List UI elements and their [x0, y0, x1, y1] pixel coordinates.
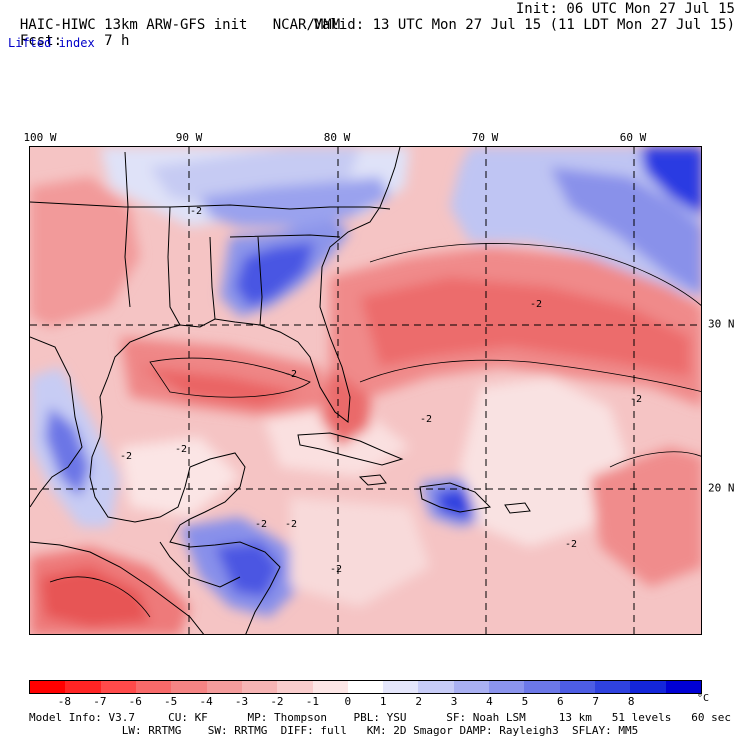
puerto-rico-outline: [504, 502, 531, 514]
contour-label: -2: [420, 414, 432, 425]
contours: [49, 243, 701, 618]
fcst-value: 7 h: [104, 33, 130, 49]
colorbar-cell: [241, 681, 278, 693]
contour-south: [359, 359, 701, 392]
model-info-line2: LW: RRTMG SW: RRTMG DIFF: full KM: 2D Sm…: [29, 724, 639, 737]
contour-label: -2: [255, 519, 267, 530]
colorbar-cell: [347, 681, 384, 693]
colorbar-cell: [100, 681, 136, 693]
contour-label: -2: [120, 451, 132, 462]
jamaica-outline: [358, 474, 387, 486]
colorbar-tick-label: 4: [486, 695, 493, 708]
contour-gulf: [149, 357, 311, 398]
colorbar-cell: [277, 681, 313, 693]
colorbar-cell: [171, 681, 207, 693]
contour-pacific: [49, 576, 151, 618]
state-border-louisiana: [167, 206, 181, 326]
colorbar-tick-label: -5: [164, 695, 178, 708]
colorbar-cell: [453, 681, 490, 693]
colorbar-cell: [595, 681, 631, 693]
lifted-index-map: -2 -2 -2 -2 -2 -2 -2 -2 -2 -2 -2: [29, 146, 702, 635]
contour-label: -2: [285, 369, 297, 380]
contour-label: -2: [530, 299, 542, 310]
lon-label-80w: 80 W: [323, 131, 351, 144]
colorbar-tick-label: 0: [344, 695, 352, 708]
lat-lon-grid: [30, 147, 701, 634]
colorbar: [29, 680, 702, 694]
colorbar-cell: [559, 681, 595, 693]
contour-east: [609, 451, 701, 468]
colorbar-tick-label: 3: [450, 695, 458, 708]
lon-label-90w: 90 W: [175, 131, 203, 144]
contour-label: -2: [190, 206, 202, 217]
colorbar-tick-label: 7: [592, 695, 600, 708]
state-border-texas: [124, 151, 131, 308]
coastlines: [30, 147, 531, 634]
colorbar-cell: [135, 681, 172, 693]
model-title: HAIC-HIWC 13km ARW-GFS init: [19, 17, 248, 33]
lon-label-60w: 60 W: [619, 131, 647, 144]
map-canvas: -2 -2 -2 -2 -2 -2 -2 -2 -2 -2 -2: [30, 147, 701, 634]
colorbar-cell: [383, 681, 419, 693]
colorbar-cell: [65, 681, 101, 693]
colorbar-cell: [418, 681, 454, 693]
colorbar-tick-label: -2: [270, 695, 284, 708]
colorbar-tick-label: 1: [379, 695, 387, 708]
init-time: Init: 06 UTC Mon 27 Jul 15: [515, 1, 735, 17]
baja-coast: [30, 336, 83, 508]
colorbar-unit: °C: [697, 693, 710, 704]
hispaniola-outline: [419, 482, 492, 513]
cuba-outline: [297, 432, 404, 466]
valid-time: Valid: 13 UTC Mon 27 Jul 15 (11 LDT Mon …: [313, 17, 735, 33]
plot-title: HAIC-HIWC 13km ARW-GFS init NCAR/MMM: [3, 1, 340, 33]
state-border-mississippi: [209, 236, 216, 320]
field-name: Lifted index: [8, 36, 95, 50]
state-border-tn: [229, 234, 341, 238]
colorbar-tick-label: 6: [557, 695, 564, 708]
lon-label-100w: 100 W: [23, 131, 57, 144]
contour-label: -2: [330, 564, 342, 575]
mainland-coast: [89, 147, 401, 634]
colorbar-tick-label: 2: [415, 695, 422, 708]
state-border-alabama: [257, 236, 263, 326]
contour-label: -2: [175, 444, 187, 455]
colorbar-tick-label: -6: [128, 695, 142, 708]
colorbar-tick-label: -7: [93, 695, 107, 708]
contour-north: [369, 243, 701, 306]
forecast-hour: Fcst: 7 h: [3, 17, 130, 49]
colorbar-tick-label: 8: [627, 695, 635, 708]
colorbar-cell: [30, 681, 66, 693]
contour-labels: -2 -2 -2 -2 -2 -2 -2 -2 -2 -2 -2: [120, 206, 642, 575]
field-shading: [30, 147, 701, 634]
lat-label-20n: 20 N: [708, 481, 735, 495]
colorbar-tick-label: -8: [57, 695, 72, 708]
colorbar-cell: [312, 681, 348, 693]
org-label: NCAR/MMM: [272, 17, 341, 33]
colorbar-tick-label: 5: [521, 695, 529, 708]
central-america-border: [159, 541, 241, 588]
contour-label: -2: [565, 539, 577, 550]
fcst-label: Fcst:: [19, 33, 63, 49]
lon-label-70w: 70 W: [471, 131, 499, 144]
colorbar-tick-label: -1: [305, 695, 319, 708]
colorbar-cell: [630, 681, 666, 693]
contour-label: -2: [630, 394, 642, 405]
colorbar-cell: [206, 681, 242, 693]
colorbar-cell: [489, 681, 525, 693]
colorbar-cell: [524, 681, 560, 693]
model-info-line1: Model Info: V3.7 CU: KF MP: Thompson PBL…: [29, 711, 731, 724]
colorbar-tick-label: -4: [199, 695, 213, 708]
state-border-north: [30, 201, 391, 210]
lat-label-30n: 30 N: [708, 317, 735, 331]
pacific-coast: [30, 541, 205, 634]
colorbar-cell: [665, 681, 701, 693]
colorbar-tick-label: -3: [234, 695, 249, 708]
contour-label: -2: [285, 519, 297, 530]
